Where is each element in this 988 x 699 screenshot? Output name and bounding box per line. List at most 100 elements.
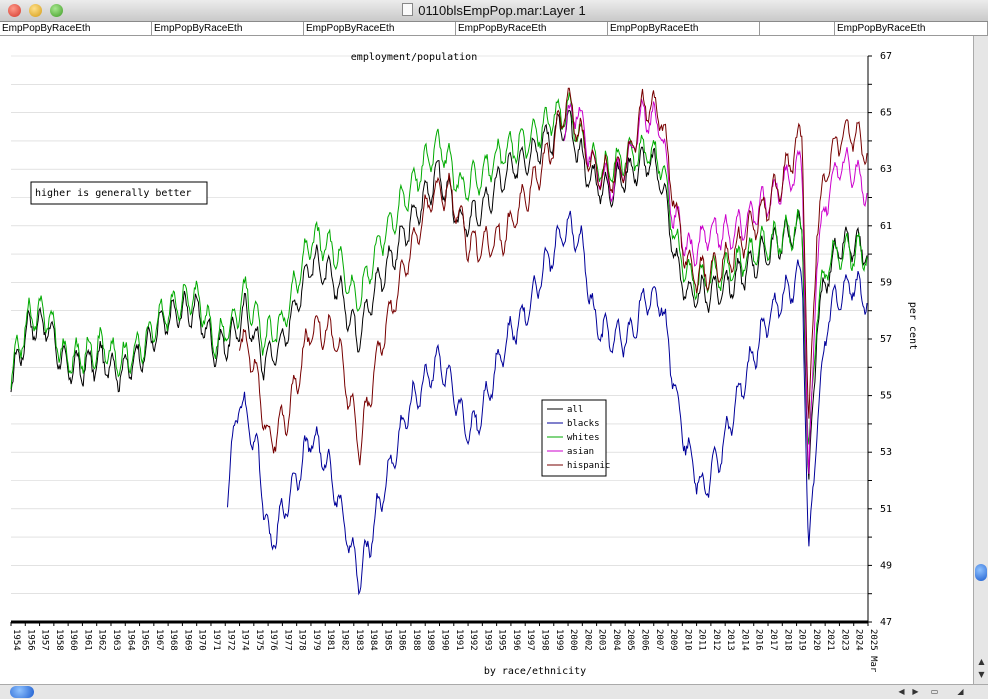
legend-label-asian: asian	[567, 447, 594, 457]
horizontal-scrollbar[interactable]: ◀ ▶ ▭ ◢	[0, 684, 988, 699]
y-tick-label: 53	[880, 447, 892, 458]
y-tick-label: 49	[880, 560, 892, 571]
x-tick-label: 2012	[711, 629, 721, 651]
x-tick-label: 1957	[40, 629, 50, 651]
x-tick-label: 1969	[182, 629, 192, 651]
x-tick-label: 2019	[797, 629, 807, 651]
layer-tab[interactable]: EmpPopByRaceEth	[835, 22, 988, 35]
x-tick-label: 2009	[668, 629, 678, 651]
x-tick-label: 2025 Mar	[868, 629, 878, 673]
x-tick-label: 1990	[440, 629, 450, 651]
vertical-scrollbar[interactable]: ▲ ▼	[973, 36, 988, 684]
x-tick-label: 2024	[854, 629, 864, 651]
x-tick-label: 2023	[839, 629, 849, 651]
scroll-right-icon[interactable]: ▶	[912, 687, 919, 696]
x-tick-label: 1960	[68, 629, 78, 651]
x-tick-label: 2011	[697, 629, 707, 651]
x-tick-label: 1989	[425, 629, 435, 651]
x-tick-label: 1998	[539, 629, 549, 651]
minimize-window-icon[interactable]	[29, 4, 42, 17]
scroll-down-icon[interactable]: ▼	[978, 670, 985, 679]
x-tick-label: 1971	[211, 629, 221, 651]
x-tick-label: 2016	[754, 629, 764, 651]
y-tick-label: 65	[880, 108, 892, 119]
x-tick-label: 2003	[597, 629, 607, 651]
x-tick-label: 1982	[340, 629, 350, 651]
x-tick-label: 1954	[11, 629, 21, 651]
layer-tab[interactable]: EmpPopByRaceEth	[456, 22, 608, 35]
x-tick-label: 1968	[168, 629, 178, 651]
y-tick-label: 67	[880, 51, 892, 62]
x-tick-label: 1970	[197, 629, 207, 651]
legend: all blacks whites asian hispanic	[547, 405, 610, 471]
x-tick-label: 2018	[782, 629, 792, 651]
series-line-all	[10, 109, 868, 480]
layer-tab[interactable]: EmpPopByRaceEth	[0, 22, 152, 35]
note-text: higher is generally better	[35, 188, 192, 199]
x-tick-label: 2013	[725, 629, 735, 651]
layer-tab-bar: EmpPopByRaceEth EmpPopByRaceEth EmpPopBy…	[0, 22, 988, 36]
window-titlebar: 0110blsEmpPop.mar:Layer 1	[0, 0, 988, 22]
series-line-blacks	[227, 210, 868, 596]
x-tick-label: 1984	[368, 629, 378, 651]
x-tick-label: 1992	[468, 629, 478, 651]
series-line-asian	[563, 98, 868, 474]
x-tick-label: 1997	[525, 629, 535, 651]
x-tick-label: 1976	[268, 629, 278, 651]
x-tick-label: 2004	[611, 629, 621, 651]
layer-tab[interactable]: EmpPopByRaceEth	[152, 22, 304, 35]
x-tick-label: 1988	[411, 629, 421, 651]
x-axis-label: by race/ethnicity	[484, 666, 586, 677]
x-tick-label: 1983	[354, 629, 364, 651]
x-tick-label: 1979	[311, 629, 321, 651]
legend-label-blacks: blacks	[567, 419, 600, 429]
x-tick-label: 1963	[111, 629, 121, 651]
resize-grip-icon[interactable]: ◢	[957, 687, 964, 696]
x-tick-label: 2017	[768, 629, 778, 651]
scroll-left-icon[interactable]: ◀	[898, 687, 905, 696]
window-icon[interactable]: ▭	[930, 687, 939, 696]
x-tick-label: 1958	[54, 629, 64, 651]
x-tick-label: 2020	[811, 629, 821, 651]
x-tick-label: 1961	[82, 629, 92, 651]
x-tick-label: 1993	[482, 629, 492, 651]
x-tick-label: 2007	[654, 629, 664, 651]
x-axis-ticks: 1954 1956 1957 1958 1960 1961 1962 1963 1964 1965…	[10, 622, 878, 673]
x-tick-label: 2021	[825, 629, 835, 651]
vertical-scroll-thumb[interactable]	[975, 564, 987, 581]
layer-tab[interactable]: EmpPopByRaceEth	[608, 22, 760, 35]
y-axis-label: per cent	[907, 302, 918, 350]
x-tick-label: 2005	[625, 629, 635, 651]
series-line-whites	[10, 92, 868, 445]
window-title-text: 0110blsEmpPop.mar:Layer 1	[418, 3, 586, 18]
x-tick-label: 1967	[154, 629, 164, 651]
x-tick-label: 1972	[225, 629, 235, 651]
document-icon	[402, 3, 414, 16]
x-tick-label: 1991	[454, 629, 464, 651]
y-tick-label: 63	[880, 164, 892, 175]
layer-tab[interactable]	[760, 22, 835, 35]
x-tick-label: 2014	[739, 629, 749, 651]
window-title: 0110blsEmpPop.mar:Layer 1	[0, 3, 988, 18]
x-tick-label: 1995	[497, 629, 507, 651]
x-tick-label: 1964	[125, 629, 135, 651]
y-axis-ticks: 47 49 51 53 55 57 59 61 63 65 67	[868, 51, 892, 628]
x-tick-label: 1977	[282, 629, 292, 651]
y-tick-label: 61	[880, 221, 892, 232]
close-window-icon[interactable]	[8, 4, 21, 17]
layer-tab[interactable]: EmpPopByRaceEth	[304, 22, 456, 35]
x-tick-label: 1956	[25, 629, 35, 651]
y-tick-label: 51	[880, 504, 892, 515]
y-tick-label: 59	[880, 277, 892, 288]
chart-title: employment/population	[351, 52, 477, 63]
legend-box	[541, 399, 607, 477]
x-tick-label: 1985	[382, 629, 392, 651]
x-tick-label: 1999	[554, 629, 564, 651]
x-tick-label: 1962	[97, 629, 107, 651]
horizontal-scroll-thumb[interactable]	[10, 686, 34, 698]
scroll-up-icon[interactable]: ▲	[978, 657, 985, 666]
zoom-window-icon[interactable]	[50, 4, 63, 17]
x-tick-label: 2000	[568, 629, 578, 651]
series-line-hispanic	[239, 87, 868, 466]
